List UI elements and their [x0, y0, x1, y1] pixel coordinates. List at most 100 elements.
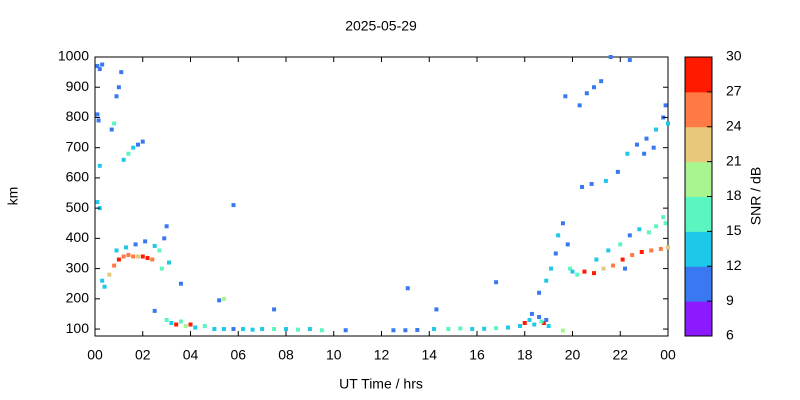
colorbar-label: SNR / dB: [748, 167, 764, 225]
colorbar-segment: [685, 231, 712, 267]
data-point: [642, 151, 647, 156]
data-point: [532, 322, 537, 327]
data-point: [391, 328, 396, 333]
data-point: [109, 127, 114, 132]
data-point: [615, 169, 620, 174]
data-point: [116, 85, 121, 90]
data-point: [231, 327, 236, 332]
data-point: [553, 251, 558, 256]
data-point: [119, 70, 124, 75]
data-point: [152, 308, 157, 313]
data-point: [221, 327, 226, 332]
data-point: [178, 319, 183, 324]
x-tick-label: 00: [660, 347, 676, 363]
data-point: [131, 145, 136, 150]
data-point: [666, 121, 670, 126]
data-point: [663, 103, 668, 108]
data-point: [250, 327, 255, 332]
y-tick-label: 1000: [58, 48, 89, 64]
data-point: [494, 326, 499, 331]
data-point: [131, 254, 136, 259]
data-point: [556, 233, 561, 238]
data-point: [124, 245, 129, 250]
data-point: [319, 328, 324, 333]
data-point: [159, 266, 164, 271]
data-point: [634, 142, 639, 147]
data-point: [506, 325, 511, 330]
data-point: [114, 248, 119, 253]
data-point: [666, 245, 670, 250]
data-point: [544, 278, 549, 283]
data-point: [620, 257, 625, 262]
x-tick-label: 00: [87, 347, 103, 363]
colorbar-segment: [685, 91, 712, 128]
colorbar-segment: [685, 266, 712, 302]
colorbar-tick-label: 6: [726, 327, 734, 343]
data-point: [135, 142, 140, 147]
data-point: [140, 254, 145, 259]
data-point: [611, 263, 616, 268]
data-point: [403, 328, 408, 333]
x-tick-label: 18: [517, 347, 533, 363]
data-point: [601, 266, 606, 271]
data-point: [241, 327, 246, 332]
y-tick-label: 600: [66, 169, 90, 185]
data-point: [537, 314, 542, 319]
data-point: [284, 327, 288, 332]
data-point: [560, 328, 565, 333]
data-point: [295, 327, 300, 332]
data-point: [606, 248, 611, 253]
data-point: [272, 307, 277, 312]
data-point: [599, 79, 604, 84]
colorbar-tick-label: 12: [726, 257, 742, 273]
y-axis-label: km: [5, 187, 21, 206]
data-point: [575, 272, 580, 277]
y-tick-label: 800: [66, 108, 90, 124]
data-point: [482, 326, 487, 331]
data-point: [343, 328, 348, 333]
x-tick-label: 20: [565, 347, 581, 363]
plot-frame: [94, 56, 669, 337]
data-point: [639, 249, 644, 254]
data-point: [164, 224, 169, 229]
data-point: [637, 227, 642, 232]
data-point: [541, 321, 546, 326]
data-point: [415, 327, 420, 332]
data-point: [193, 325, 198, 330]
data-point: [133, 242, 138, 247]
y-tick-label: 300: [66, 259, 90, 275]
data-point: [539, 319, 544, 324]
data-point: [625, 151, 630, 156]
data-point: [608, 55, 613, 59]
y-tick-label: 500: [66, 199, 90, 215]
data-point: [563, 94, 568, 99]
colorbar-segment: [685, 196, 712, 232]
data-point: [231, 203, 236, 208]
data-point: [582, 269, 587, 274]
data-point: [591, 271, 596, 276]
data-point: [126, 252, 131, 257]
data-point: [446, 327, 451, 332]
data-point: [651, 145, 656, 150]
data-point: [97, 67, 102, 72]
data-point: [577, 103, 582, 108]
data-point: [434, 307, 439, 312]
data-point: [661, 215, 666, 220]
data-point: [580, 184, 585, 189]
colorbar-tick-label: 15: [726, 222, 742, 238]
data-point: [183, 324, 188, 329]
data-point: [589, 181, 594, 186]
data-point: [102, 284, 107, 289]
x-tick-label: 02: [135, 347, 151, 363]
data-point: [618, 242, 623, 247]
colorbar-tick-label: 21: [726, 152, 742, 168]
colorbar-tick-label: 30: [726, 48, 742, 64]
x-tick-label: 06: [230, 347, 246, 363]
y-tick-label: 900: [66, 78, 90, 94]
data-point: [221, 296, 226, 301]
data-point: [522, 321, 527, 326]
colorbar-segment: [685, 161, 712, 197]
data-point: [260, 327, 265, 332]
data-point: [157, 248, 162, 253]
